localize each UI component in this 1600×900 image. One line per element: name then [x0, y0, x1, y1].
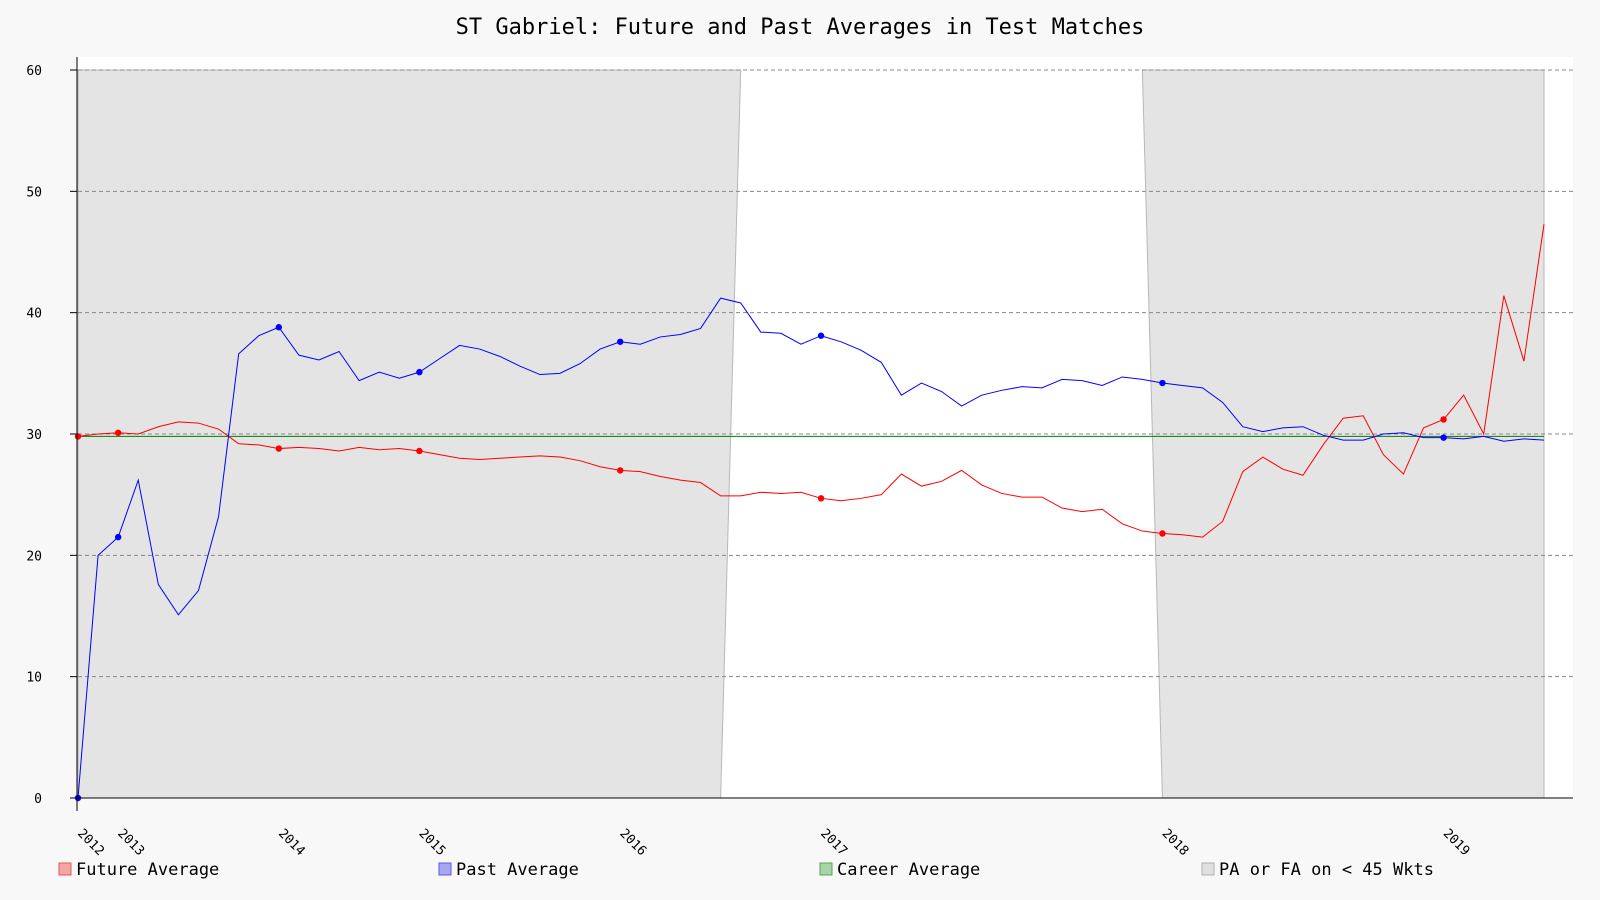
point-past-average-37	[817, 332, 825, 339]
point-future-average-10	[275, 445, 283, 452]
y-tick-label-0: 0	[34, 792, 42, 807]
point-future-average-37	[817, 495, 825, 502]
grid-lines: 0 10 20 30 40 50 60	[26, 64, 1573, 807]
legend-label-past-average: Past Average	[456, 860, 579, 880]
y-tick-label-30: 30	[26, 428, 42, 443]
point-future-average-54	[1159, 530, 1166, 537]
y-tick-label-20: 20	[26, 549, 42, 564]
series-lines	[74, 224, 1545, 802]
series-line-future-average	[77, 224, 1545, 538]
y-tick-label-40: 40	[26, 307, 42, 322]
point-future-average-0	[74, 433, 82, 440]
point-past-average-2	[114, 533, 122, 541]
legend-label-future-average: Future Average	[76, 860, 219, 880]
point-future-average-27	[617, 467, 624, 474]
legend-swatch-pa-or-fa-on-45-wkts	[1201, 862, 1215, 876]
legend-swatch-future-average	[58, 862, 72, 876]
point-past-average-17	[416, 368, 423, 376]
y-tick-label-10: 10	[26, 671, 42, 686]
point-past-average-27	[617, 338, 624, 345]
chart-title: ST Gabriel: Future and Past Averages in …	[456, 15, 1145, 40]
series-line-past-average	[77, 297, 1545, 799]
point-future-average-2	[114, 429, 122, 436]
legend-swatch-career-average	[819, 862, 833, 876]
legend-label-pa-or-fa-on-45-wkts: PA or FA on < 45 Wkts	[1219, 860, 1434, 880]
legend-label-career-average: Career Average	[837, 860, 980, 880]
point-future-average-17	[416, 447, 423, 455]
legend: Future Average Past Average Career Average…	[58, 860, 1434, 880]
legend-swatch-past-average	[438, 862, 452, 876]
point-past-average-10	[275, 324, 283, 331]
y-tick-label-60: 60	[26, 64, 42, 79]
point-past-average-68	[1440, 434, 1447, 441]
point-future-average-68	[1440, 416, 1447, 423]
point-past-average-54	[1159, 379, 1166, 387]
y-tick-label-50: 50	[26, 185, 42, 200]
